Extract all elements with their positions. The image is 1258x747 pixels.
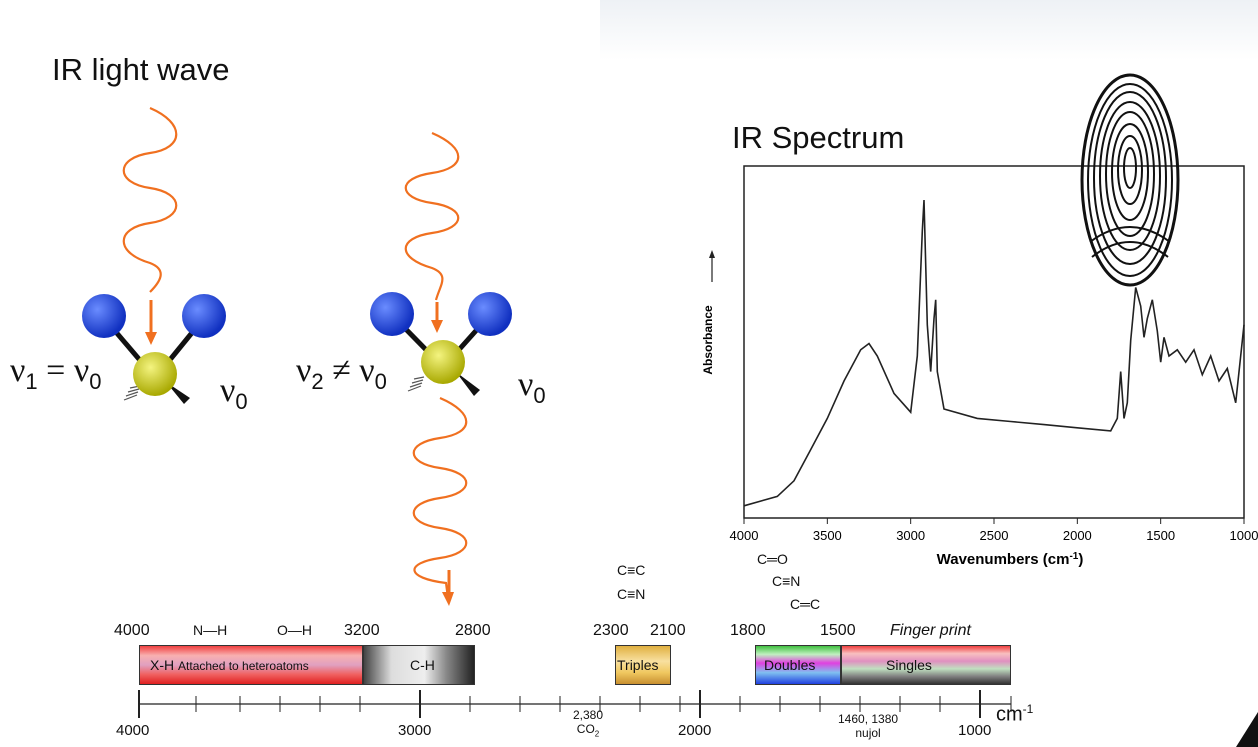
bond-oh: O—H xyxy=(277,622,312,638)
arrowhead-2 xyxy=(431,320,443,333)
x-tick-label: 3500 xyxy=(813,528,842,543)
incoming-wave-1 xyxy=(122,106,178,293)
bond-triple-cn: C≡N xyxy=(617,586,646,602)
ir-light-wave-title: IR light wave xyxy=(52,52,230,87)
spectrum-title: IR Spectrum xyxy=(732,120,905,155)
nujol-marker: 1460, 1380 nujol xyxy=(838,712,899,740)
outer-atom xyxy=(82,294,126,338)
region-label-singles: Singles xyxy=(886,657,932,673)
region-bar-singles xyxy=(841,645,1011,685)
outer-atom xyxy=(468,292,512,336)
outer-atom xyxy=(182,294,226,338)
region-bar-doubles xyxy=(755,645,841,685)
nu0-label-2: ν0 xyxy=(518,366,546,408)
y-axis-label: Absorbance xyxy=(701,305,715,375)
ruler-label: 2000 xyxy=(678,722,712,739)
arrowhead-1 xyxy=(145,332,157,345)
scale-top-label: 1500 xyxy=(820,622,856,639)
outgoing-wave xyxy=(412,396,468,599)
ruler-label: 3000 xyxy=(398,722,432,739)
region-bar-triples xyxy=(615,645,671,685)
region-bar-xh xyxy=(139,645,363,685)
co2-marker: 2,380 CO2 xyxy=(573,708,604,739)
x-tick-label: 3000 xyxy=(896,528,925,543)
region-label-doubles: Doubles xyxy=(764,657,816,673)
bond-nh: N—H xyxy=(193,622,228,638)
center-atom xyxy=(421,340,465,384)
fingerprint-icon xyxy=(1080,73,1180,287)
bond-double-cn: C≡N xyxy=(772,573,801,589)
molecule-diagram xyxy=(82,106,512,606)
x-tick-label: 1000 xyxy=(1230,528,1258,543)
corner-logo-fragment xyxy=(1236,712,1258,747)
bond-triple-cc: C≡C xyxy=(617,562,646,578)
equation-nu2: ν2 ≠ ν0 xyxy=(296,352,387,394)
x-axis-label: Wavenumbers (cm-1) xyxy=(937,551,1084,569)
scale-top-label: 2300 xyxy=(593,622,629,639)
x-tick-label: 1500 xyxy=(1146,528,1175,543)
scale-top-label: 1800 xyxy=(730,622,766,639)
molecule-2 xyxy=(370,292,512,396)
region-label-triples: Triples xyxy=(617,657,659,673)
molecule-1 xyxy=(82,294,226,404)
x-tick-label: 4000 xyxy=(730,528,759,543)
incoming-wave-2 xyxy=(404,131,460,301)
scale-top-label: 2100 xyxy=(650,622,686,639)
region-label-ch: C-H xyxy=(410,657,435,673)
bond-double-cc: C═C xyxy=(790,596,821,612)
spectrum-series-line xyxy=(743,199,1245,507)
outer-atom xyxy=(370,292,414,336)
ruler-label: 4000 xyxy=(116,722,150,739)
x-tick-label: 2500 xyxy=(980,528,1009,543)
arrowhead-3 xyxy=(442,592,454,606)
center-atom xyxy=(133,352,177,396)
region-bar-ch xyxy=(363,645,475,685)
bond-double-co: C═O xyxy=(757,551,788,567)
fingerprint-region-label: Finger print xyxy=(890,622,971,639)
wavenumber-ruler xyxy=(138,690,1012,718)
scale-top-label: 4000 xyxy=(114,622,150,639)
scale-top-label: 2800 xyxy=(455,622,491,639)
scale-top-label: 3200 xyxy=(344,622,380,639)
nu0-label-1: ν0 xyxy=(220,372,248,414)
ruler-label: 1000 xyxy=(958,722,992,739)
header-band xyxy=(600,0,1258,60)
region-label-xh: X-H Attached to heteroatoms xyxy=(150,657,309,673)
unit-label: cm-1 xyxy=(996,702,1034,726)
equation-nu1: ν1 = ν0 xyxy=(10,352,102,394)
x-tick-label: 2000 xyxy=(1063,528,1092,543)
